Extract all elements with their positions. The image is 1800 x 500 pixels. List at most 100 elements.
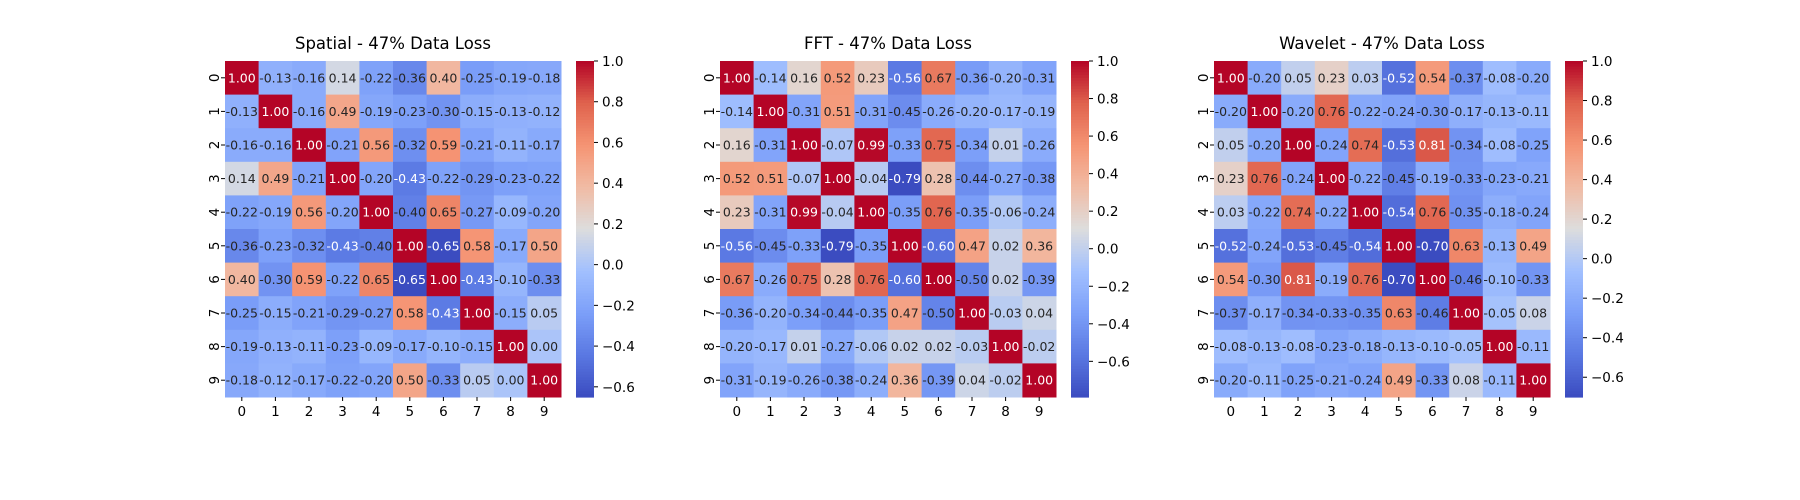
heatmap-cell (1482, 128, 1517, 163)
colorbar-segment (1565, 136, 1583, 140)
cell-value-label: 0.81 (1418, 138, 1446, 153)
colorbar-segment (1565, 108, 1583, 112)
colorbar-segment (1071, 161, 1089, 166)
x-tick-label: 0 (238, 404, 247, 420)
colorbar-segment (576, 209, 594, 213)
colorbar-segment (1565, 139, 1583, 143)
colorbar-segment (1565, 223, 1583, 227)
colorbar-segment (576, 259, 594, 264)
cell-value-label: -0.24 (1383, 104, 1415, 119)
colorbar-segment (1071, 245, 1089, 250)
cell-value-label: -0.35 (1349, 306, 1381, 321)
cell-value-label: -0.27 (989, 171, 1021, 186)
cell-value-label: -0.17 (1450, 104, 1482, 119)
colorbar-segment (1565, 234, 1583, 238)
colorbar-tick-label: 0.6 (1097, 129, 1118, 145)
x-tick-label: 9 (1529, 404, 1538, 420)
cell-value-label: -0.20 (1248, 70, 1280, 85)
heatmap-cell (460, 195, 495, 230)
colorbar-segment (1071, 150, 1089, 154)
colorbar-segment (1071, 355, 1089, 359)
heatmap-cell (1482, 329, 1517, 364)
cell-value-label: -0.18 (528, 70, 560, 85)
colorbar-segment (576, 86, 594, 90)
colorbar-segment (576, 318, 594, 322)
colorbar-segment (1071, 189, 1089, 194)
heatmap-cell (292, 262, 327, 297)
cell-value-label: 0.28 (824, 272, 852, 287)
cell-value-label: -0.20 (721, 339, 753, 354)
cell-value-label: -0.26 (788, 373, 820, 388)
heatmap-cell (1415, 195, 1450, 230)
colorbar-segment (576, 80, 594, 84)
cell-value-label: 0.01 (992, 138, 1020, 153)
heatmap-cell (1415, 161, 1450, 196)
colorbar-segment (1565, 164, 1583, 168)
colorbar-segment (576, 273, 594, 278)
heatmap-cell (325, 195, 360, 230)
cell-value-label: 0.76 (1250, 171, 1278, 186)
cell-value-label: 1.00 (228, 70, 256, 85)
x-tick-label: 0 (733, 404, 742, 420)
cell-value-label: 0.74 (1284, 205, 1312, 220)
cell-value-label: -0.25 (226, 306, 258, 321)
heatmap-cell (1382, 262, 1417, 297)
cell-value-label: 1.00 (530, 373, 558, 388)
cell-value-label: -0.43 (394, 171, 426, 186)
heatmap-cell (325, 229, 360, 264)
cell-value-label: -0.19 (1023, 104, 1055, 119)
colorbar-segment (1071, 201, 1089, 205)
colorbar-segment (1565, 371, 1583, 376)
cell-value-label: -0.34 (788, 306, 820, 321)
heatmap-cell (493, 229, 528, 264)
cell-value-label: -0.26 (754, 272, 786, 287)
cell-value-label: -0.35 (889, 205, 921, 220)
cell-value-label: 0.51 (824, 104, 852, 119)
colorbar-segment (576, 189, 594, 194)
colorbar-segment (1071, 94, 1089, 98)
cell-value-label: -0.24 (855, 373, 887, 388)
heatmap-cell (527, 329, 562, 364)
heatmap-cell (292, 128, 327, 163)
heatmap-cell (426, 229, 461, 264)
cell-value-label: -0.02 (989, 373, 1021, 388)
heatmap-cell (527, 161, 562, 196)
y-tick-label: 3 (1196, 174, 1212, 183)
colorbar-segment (1071, 385, 1089, 390)
colorbar-tick-label: −0.6 (1591, 370, 1624, 386)
colorbar-segment (576, 290, 594, 294)
heatmap-cell (1382, 161, 1417, 196)
colorbar-segment (1071, 72, 1089, 76)
cell-value-label: -0.43 (326, 238, 358, 253)
cell-value-label: -0.10 (1483, 272, 1515, 287)
colorbar-segment (1071, 192, 1089, 196)
colorbar-segment (576, 338, 594, 342)
cell-value-label: -0.10 (1416, 339, 1448, 354)
heatmap-cell (820, 128, 855, 163)
heatmap-cell (359, 161, 394, 196)
cell-value-label: -0.20 (326, 205, 358, 220)
heatmap-cell (1382, 363, 1417, 398)
cell-value-label: -0.19 (360, 104, 392, 119)
x-tick-label: 8 (1495, 404, 1504, 420)
colorbar-segment (1565, 329, 1583, 334)
cell-value-label: -0.45 (754, 238, 786, 253)
cell-value-label: -0.14 (721, 104, 753, 119)
colorbar-segment (1071, 243, 1089, 247)
colorbar-segment (576, 276, 594, 280)
cell-value-label: 0.00 (530, 339, 558, 354)
colorbar-segment (1071, 352, 1089, 356)
colorbar-segment (1071, 318, 1089, 322)
heatmap-cell (787, 61, 822, 96)
cell-value-label: 0.50 (396, 373, 424, 388)
heatmap-cell (325, 262, 360, 297)
cell-value-label: -0.05 (1450, 339, 1482, 354)
heatmap-cell (1022, 296, 1057, 331)
colorbar-segment (1071, 388, 1089, 392)
heatmap-cell (1247, 363, 1282, 398)
colorbar-segment (1071, 315, 1089, 320)
cell-value-label: 1.00 (723, 70, 751, 85)
colorbar-segment (1071, 187, 1089, 191)
colorbar-segment (576, 282, 594, 286)
colorbar-segment (576, 363, 594, 367)
